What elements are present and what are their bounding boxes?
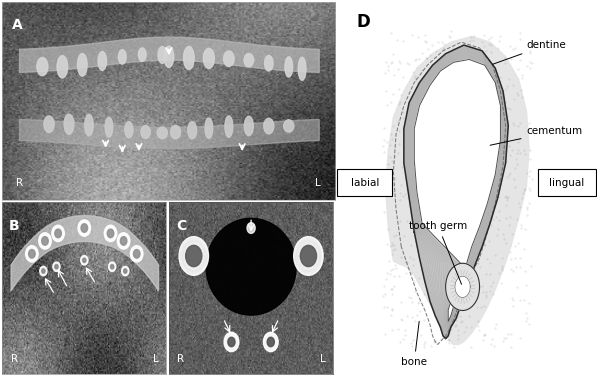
Ellipse shape (141, 125, 150, 138)
Polygon shape (446, 263, 479, 310)
Circle shape (247, 223, 255, 233)
Polygon shape (404, 45, 508, 339)
Ellipse shape (37, 57, 48, 76)
Circle shape (55, 229, 61, 238)
Text: R: R (178, 354, 185, 364)
Ellipse shape (224, 51, 234, 67)
Circle shape (267, 337, 274, 347)
Circle shape (26, 246, 38, 262)
Circle shape (130, 246, 143, 262)
Circle shape (83, 258, 86, 262)
Text: labial: labial (350, 178, 379, 187)
Text: R: R (16, 178, 23, 189)
Circle shape (124, 269, 127, 273)
Ellipse shape (298, 57, 306, 81)
Ellipse shape (225, 116, 233, 137)
Circle shape (52, 225, 64, 242)
Ellipse shape (44, 116, 54, 133)
Circle shape (263, 332, 278, 352)
Text: cementum: cementum (490, 126, 583, 145)
Circle shape (118, 233, 130, 249)
Circle shape (42, 269, 45, 273)
Circle shape (39, 233, 51, 249)
Circle shape (42, 237, 48, 245)
Ellipse shape (125, 122, 133, 138)
Polygon shape (386, 36, 529, 344)
Ellipse shape (139, 48, 146, 61)
Ellipse shape (158, 46, 166, 64)
Circle shape (121, 237, 127, 245)
Ellipse shape (157, 127, 167, 139)
Text: L: L (320, 354, 326, 364)
Ellipse shape (98, 51, 107, 70)
Circle shape (80, 256, 88, 265)
Ellipse shape (188, 122, 197, 139)
Circle shape (78, 220, 91, 236)
Ellipse shape (244, 54, 254, 67)
Text: R: R (11, 354, 18, 364)
Ellipse shape (203, 48, 214, 68)
Circle shape (104, 225, 117, 242)
Text: L: L (153, 354, 159, 364)
Polygon shape (404, 45, 508, 339)
Polygon shape (415, 59, 500, 321)
Circle shape (301, 245, 317, 266)
Ellipse shape (57, 56, 68, 78)
Circle shape (122, 266, 129, 276)
Circle shape (224, 332, 239, 352)
Text: L: L (316, 178, 321, 189)
Ellipse shape (265, 56, 273, 71)
Circle shape (40, 266, 47, 276)
Text: A: A (13, 18, 23, 32)
Ellipse shape (77, 53, 87, 76)
Circle shape (185, 245, 202, 266)
Text: tooth germ: tooth germ (409, 222, 467, 284)
Text: C: C (176, 219, 186, 234)
Ellipse shape (244, 116, 253, 136)
Text: lingual: lingual (550, 178, 584, 187)
Ellipse shape (64, 114, 74, 134)
FancyBboxPatch shape (337, 169, 392, 196)
Ellipse shape (184, 46, 194, 70)
Ellipse shape (285, 57, 293, 77)
Circle shape (110, 265, 114, 269)
Ellipse shape (118, 50, 126, 64)
Ellipse shape (264, 118, 274, 134)
Text: bone: bone (401, 321, 427, 367)
Circle shape (228, 337, 235, 347)
FancyBboxPatch shape (538, 169, 596, 196)
Ellipse shape (205, 118, 213, 138)
Circle shape (53, 262, 60, 271)
Circle shape (293, 237, 323, 275)
Polygon shape (455, 276, 470, 297)
Ellipse shape (170, 125, 181, 139)
Circle shape (81, 224, 88, 232)
Ellipse shape (284, 120, 294, 132)
Circle shape (133, 249, 140, 258)
Ellipse shape (105, 117, 113, 137)
Circle shape (29, 249, 35, 258)
Circle shape (55, 265, 58, 269)
Circle shape (179, 237, 209, 275)
Circle shape (109, 262, 116, 271)
Text: B: B (9, 219, 20, 234)
Text: dentine: dentine (493, 40, 566, 64)
Text: D: D (357, 13, 371, 31)
Ellipse shape (85, 114, 93, 136)
Ellipse shape (164, 46, 174, 68)
Ellipse shape (206, 218, 296, 315)
Circle shape (107, 229, 114, 238)
